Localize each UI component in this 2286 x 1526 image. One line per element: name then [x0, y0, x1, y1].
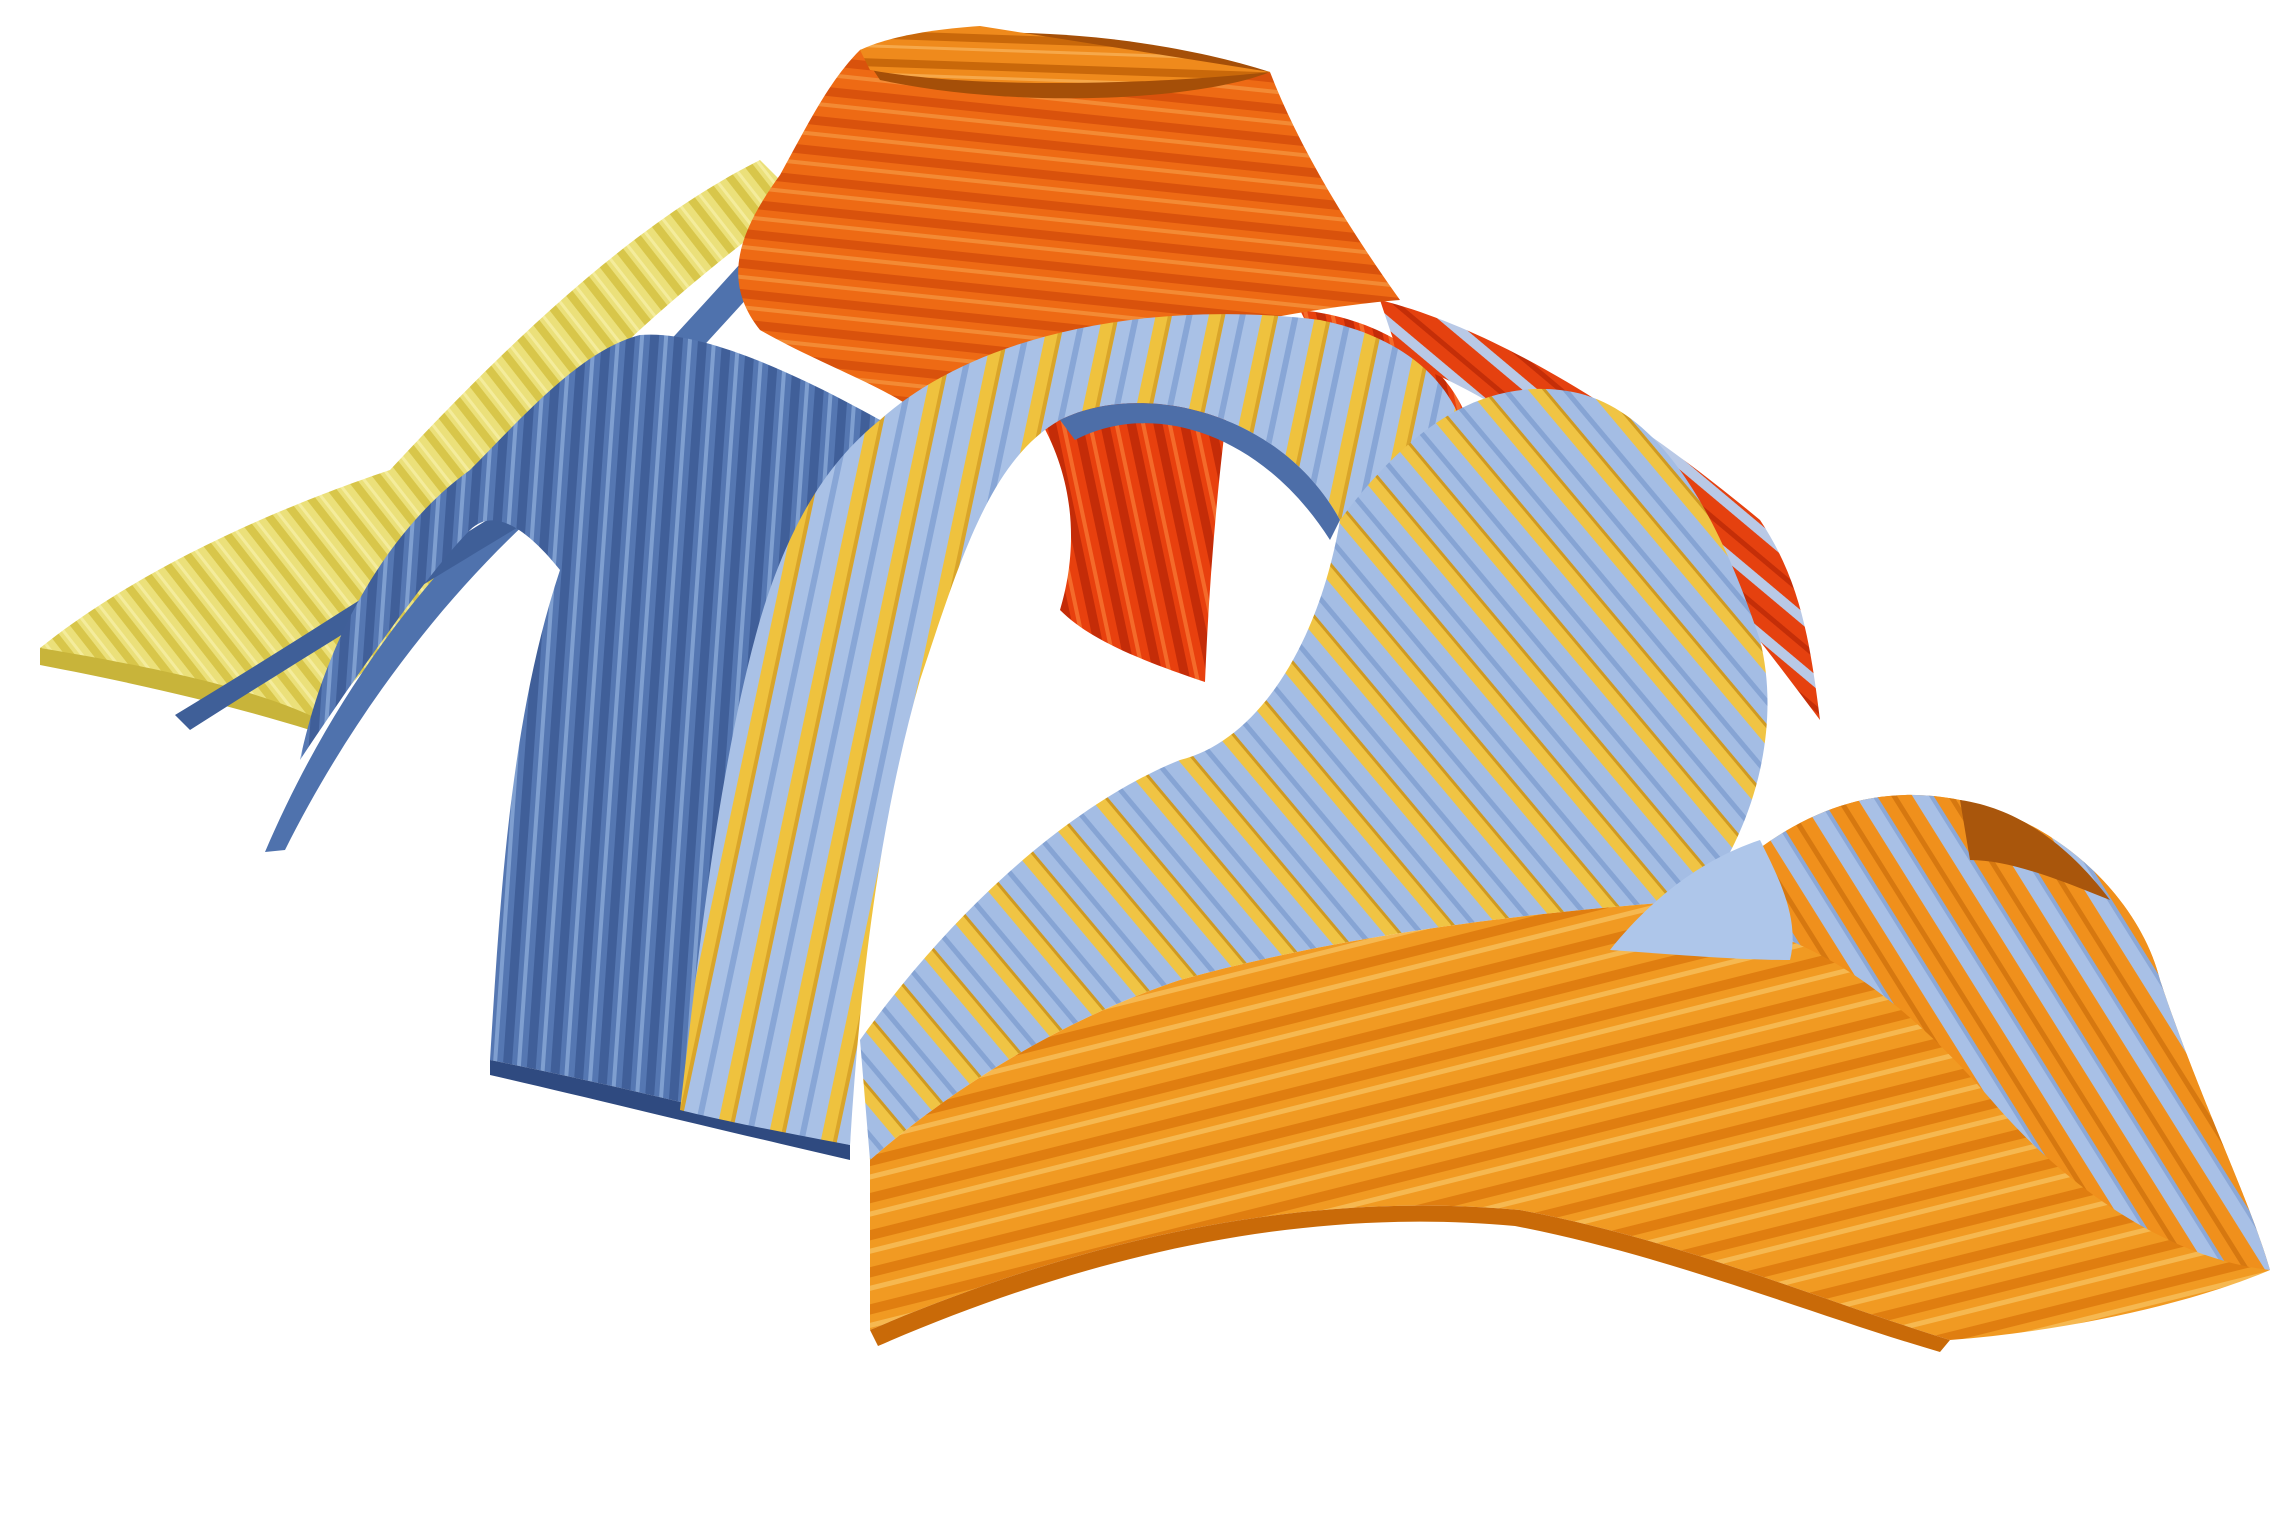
light-blue-junction	[1610, 840, 1793, 960]
yellow-wing	[40, 160, 800, 730]
orange-base	[870, 794, 2270, 1352]
orange-dome	[738, 26, 1400, 431]
central-arch	[680, 314, 1470, 1145]
right-front-arch	[860, 388, 1768, 1160]
